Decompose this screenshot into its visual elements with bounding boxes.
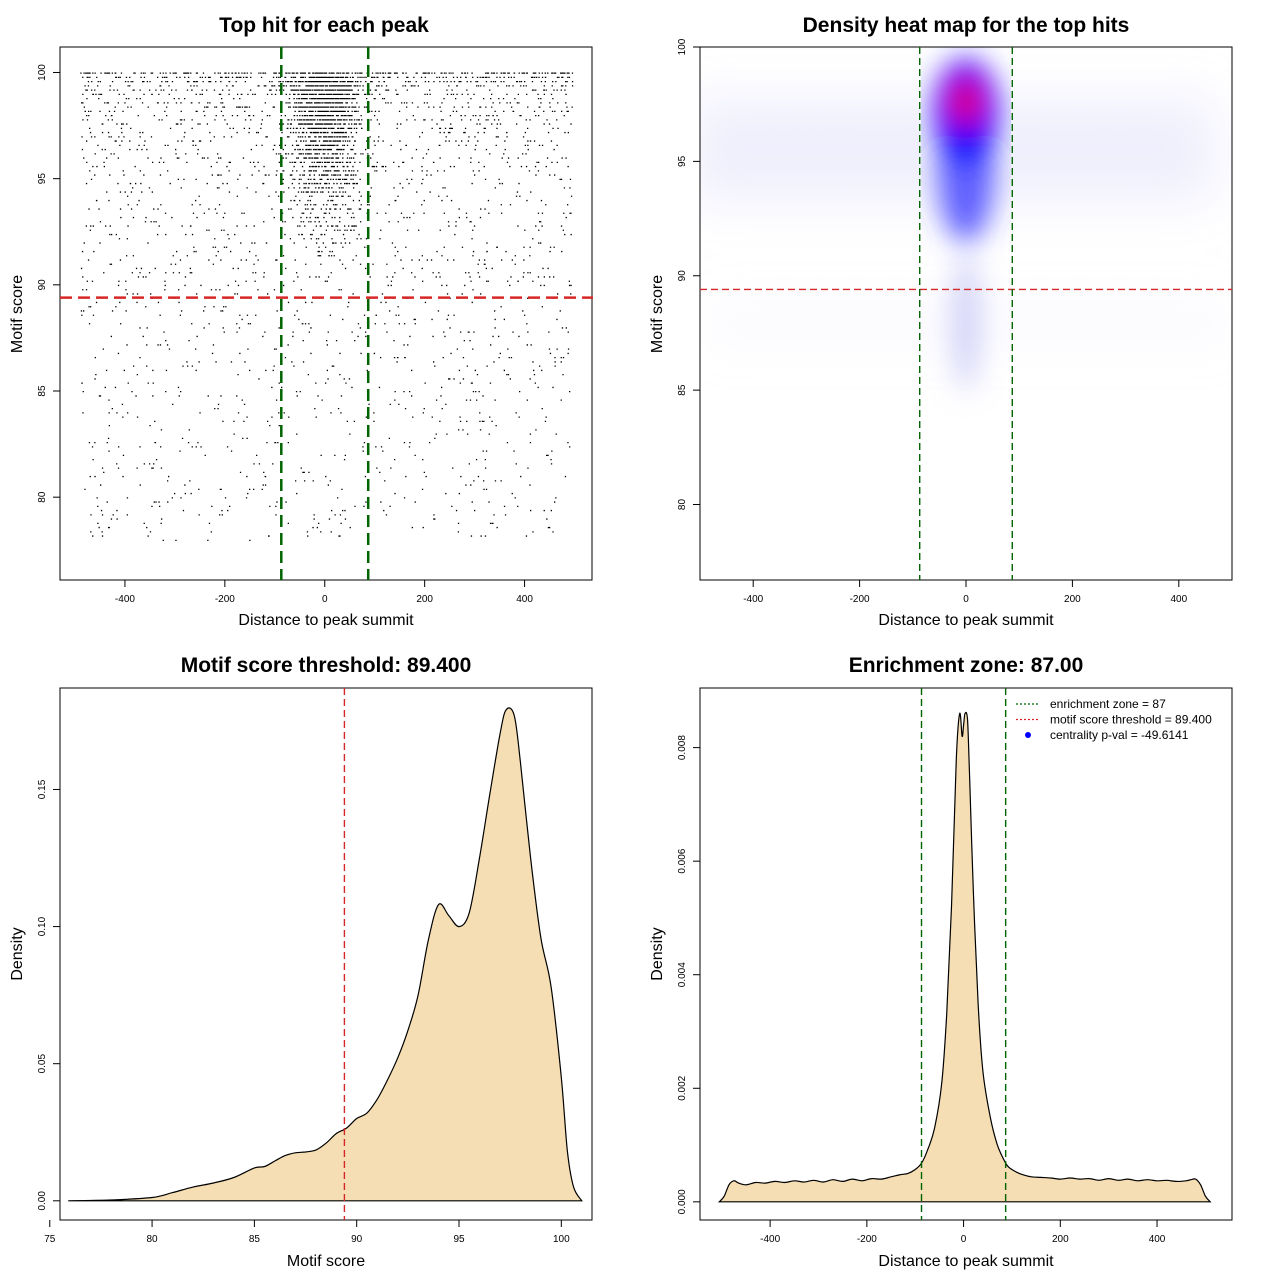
scatter-xtick-label: 400 — [516, 594, 533, 605]
heatmap-ytick-label: 100 — [677, 38, 688, 55]
score-density-xtick-label: 95 — [453, 1234, 465, 1245]
distance-density-ytick-label: 0.000 — [677, 1189, 688, 1214]
heatmap-xtick-label: 0 — [963, 594, 969, 605]
distance-density-panel: Enrichment zone: 87.00 -400 -200 0 200 400 0… — [649, 654, 1233, 1270]
heatmap-xtick-label: -200 — [850, 594, 870, 605]
scatter-ytick-label: 85 — [37, 385, 48, 397]
scatter-xtick-label: 200 — [416, 594, 433, 605]
legend-label: motif score threshold = 89.400 — [1050, 713, 1212, 727]
distance-density-xtick-label: -400 — [760, 1234, 780, 1245]
heatmap-band — [1155, 291, 1192, 352]
score-density-xtick-label: 90 — [351, 1234, 363, 1245]
heatmap-band — [894, 291, 931, 352]
heatmap-tail — [952, 251, 980, 392]
heatmap-xtick-label: -400 — [743, 594, 763, 605]
scatter-ytick-label: 80 — [37, 491, 48, 503]
heatmap-band — [1006, 291, 1043, 352]
scatter-ytick-label: 100 — [37, 64, 48, 81]
heatmap-band — [1166, 89, 1223, 210]
score-density-xtick-label: 75 — [44, 1234, 56, 1245]
scatter-xtick-label: -400 — [115, 594, 135, 605]
scatter-xlabel: Distance to peak summit — [238, 612, 414, 629]
scatter-point-cloud — [80, 72, 574, 541]
score-density-panel: Motif score threshold: 89.400 75 80 85 90 95… — [9, 654, 593, 1270]
heatmap-band — [857, 291, 894, 352]
scatter-plot-frame — [59, 46, 593, 581]
score-density-ytick-label: 0.00 — [37, 1191, 48, 1211]
legend-label: enrichment zone = 87 — [1050, 697, 1166, 711]
heatmap-xtick-label: 400 — [1170, 594, 1187, 605]
scatter-ytick-label: 95 — [37, 173, 48, 185]
distance-density-ytick-label: 0.006 — [677, 848, 688, 873]
distance-density-legend: enrichment zone = 87 motif score threshol… — [1016, 697, 1212, 742]
heatmap-band — [745, 291, 782, 352]
distance-density-xtick-label: -200 — [857, 1234, 877, 1245]
score-density-xtick-label: 100 — [553, 1234, 570, 1245]
score-density-xtick-label: 85 — [249, 1234, 261, 1245]
distance-density-xtick-label: 200 — [1052, 1234, 1069, 1245]
scatter-ylabel: Motif score — [9, 275, 26, 353]
heatmap-band — [820, 291, 857, 352]
distance-density-title: Enrichment zone: 87.00 — [849, 654, 1084, 677]
distance-density-ytick-label: 0.002 — [677, 1075, 688, 1100]
heatmap-panel: Density heat map for the top hits -400 -2… — [649, 14, 1233, 629]
legend-label: centrality p-val = -49.6141 — [1050, 728, 1189, 742]
score-density-ytick-label: 0.10 — [37, 916, 48, 936]
legend-centrality-marker — [1025, 732, 1031, 738]
score-density-curve — [68, 707, 583, 1202]
heatmap-ytick-label: 80 — [677, 499, 688, 511]
heatmap-band — [708, 291, 745, 352]
score-density-plot-frame — [59, 687, 593, 1221]
heatmap-band — [1192, 291, 1229, 352]
scatter-ytick-label: 90 — [37, 279, 48, 291]
distance-density-curve — [717, 711, 1212, 1203]
heatmap-xtick-label: 200 — [1064, 594, 1081, 605]
distance-density-xtick-label: 0 — [961, 1234, 967, 1245]
distance-density-ytick-label: 0.004 — [677, 962, 688, 987]
heatmap-xlabel: Distance to peak summit — [878, 612, 1054, 629]
heatmap-density-field — [700, 47, 1232, 580]
heatmap-band — [1043, 291, 1080, 352]
distance-density-ylabel: Density — [649, 927, 666, 980]
heatmap-ytick-label: 90 — [677, 270, 688, 282]
heatmap-band — [783, 291, 820, 352]
heatmap-ylabel: Motif score — [649, 275, 666, 353]
heatmap-ytick-label: 85 — [677, 384, 688, 396]
score-density-xtick-label: 80 — [147, 1234, 159, 1245]
heatmap-title: Density heat map for the top hits — [803, 14, 1130, 37]
distance-density-xlabel: Distance to peak summit — [878, 1253, 1054, 1270]
score-density-title: Motif score threshold: 89.400 — [181, 654, 472, 677]
distance-density-xtick-label: 400 — [1149, 1234, 1166, 1245]
score-density-ytick-label: 0.05 — [37, 1054, 48, 1074]
distance-density-ytick-label: 0.008 — [677, 735, 688, 760]
distance-density-plot-frame — [699, 687, 1233, 1221]
scatter-points — [80, 72, 574, 541]
score-density-ylabel: Density — [9, 927, 26, 980]
scatter-xtick-label: 0 — [322, 594, 328, 605]
heatmap-peak — [953, 77, 979, 126]
scatter-xtick-label: -200 — [215, 594, 235, 605]
score-density-xlabel: Motif score — [287, 1253, 365, 1270]
heatmap-ytick-label: 95 — [677, 155, 688, 167]
score-density-fill — [68, 707, 582, 1201]
score-density-ytick-label: 0.15 — [37, 779, 48, 799]
distance-density-fill — [719, 712, 1211, 1202]
heatmap-band — [1118, 291, 1155, 352]
scatter-title: Top hit for each peak — [219, 14, 429, 37]
heatmap-band — [1081, 291, 1117, 352]
scatter-panel: Top hit for each peak -400 -200 0 200 400 80… — [9, 14, 593, 629]
